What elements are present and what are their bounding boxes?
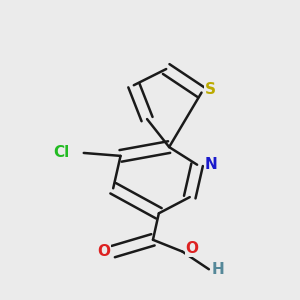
Text: H: H [212,262,225,277]
Text: O: O [185,241,198,256]
Text: N: N [205,157,217,172]
Text: Cl: Cl [53,146,69,160]
Text: O: O [97,244,110,259]
Text: S: S [205,82,215,97]
